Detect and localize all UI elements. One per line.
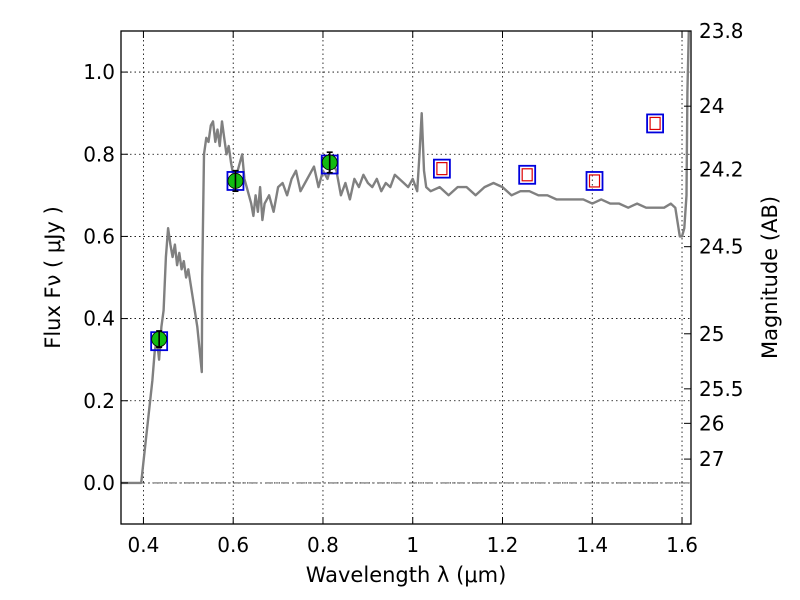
x-tick-label: 0.8: [307, 533, 339, 557]
y-tick-label: 1.0: [83, 60, 115, 84]
upper-limit-box: [521, 168, 533, 182]
x-tick-labels: 0.4 0.6 0.8 1 1.2 1.4 1.6: [128, 533, 698, 557]
upper-limit-box: [436, 162, 448, 176]
tick-marks: [121, 30, 691, 524]
model-flux-box: [433, 158, 451, 179]
upper-limit-box: [588, 174, 601, 188]
upper-limit-box: [649, 116, 661, 131]
grid-lines: [121, 31, 691, 524]
right-tick-labels: 23.8 24 24.2 24.5 25 25.5 26 27: [699, 19, 744, 471]
y-tick-labels: 0.0 0.2 0.4 0.6 0.8 1.0: [83, 60, 115, 495]
model-flux-box: [585, 171, 604, 191]
y-tick-label: 0.6: [83, 224, 115, 248]
markers-layer: [150, 113, 664, 352]
right-tick-label: 26: [699, 411, 724, 435]
model-flux-box: [518, 164, 537, 185]
right-tick-label: 25: [699, 322, 724, 346]
series-layer: [121, 30, 690, 485]
right-tick-label: 24.2: [699, 157, 744, 181]
x-tick-label: 0.4: [128, 533, 160, 557]
right-tick-label: 25.5: [699, 377, 744, 401]
x-tick-label: 1: [406, 533, 419, 557]
right-tick-label: 27: [699, 447, 724, 471]
model-flux-box: [646, 113, 664, 134]
y-axis-label: Flux Fν ( μJy ): [41, 206, 65, 349]
y-tick-label: 0.0: [83, 471, 115, 495]
right-tick-label: 24: [699, 94, 724, 118]
right-tick-label: 23.8: [699, 19, 744, 43]
x-axis-label: Wavelength λ (μm): [306, 563, 507, 587]
x-tick-label: 1.6: [666, 533, 698, 557]
x-tick-label: 1.2: [487, 533, 519, 557]
sed-model-line: [121, 30, 690, 485]
x-tick-label: 0.6: [217, 533, 249, 557]
y-tick-label: 0.4: [83, 307, 115, 331]
plot-frame: [120, 30, 692, 525]
right-axis-label: Magnitude (AB): [758, 196, 782, 359]
right-tick-label: 24.5: [699, 235, 744, 259]
y-tick-label: 0.8: [83, 142, 115, 166]
y-tick-label: 0.2: [83, 389, 115, 413]
x-tick-label: 1.4: [576, 533, 608, 557]
